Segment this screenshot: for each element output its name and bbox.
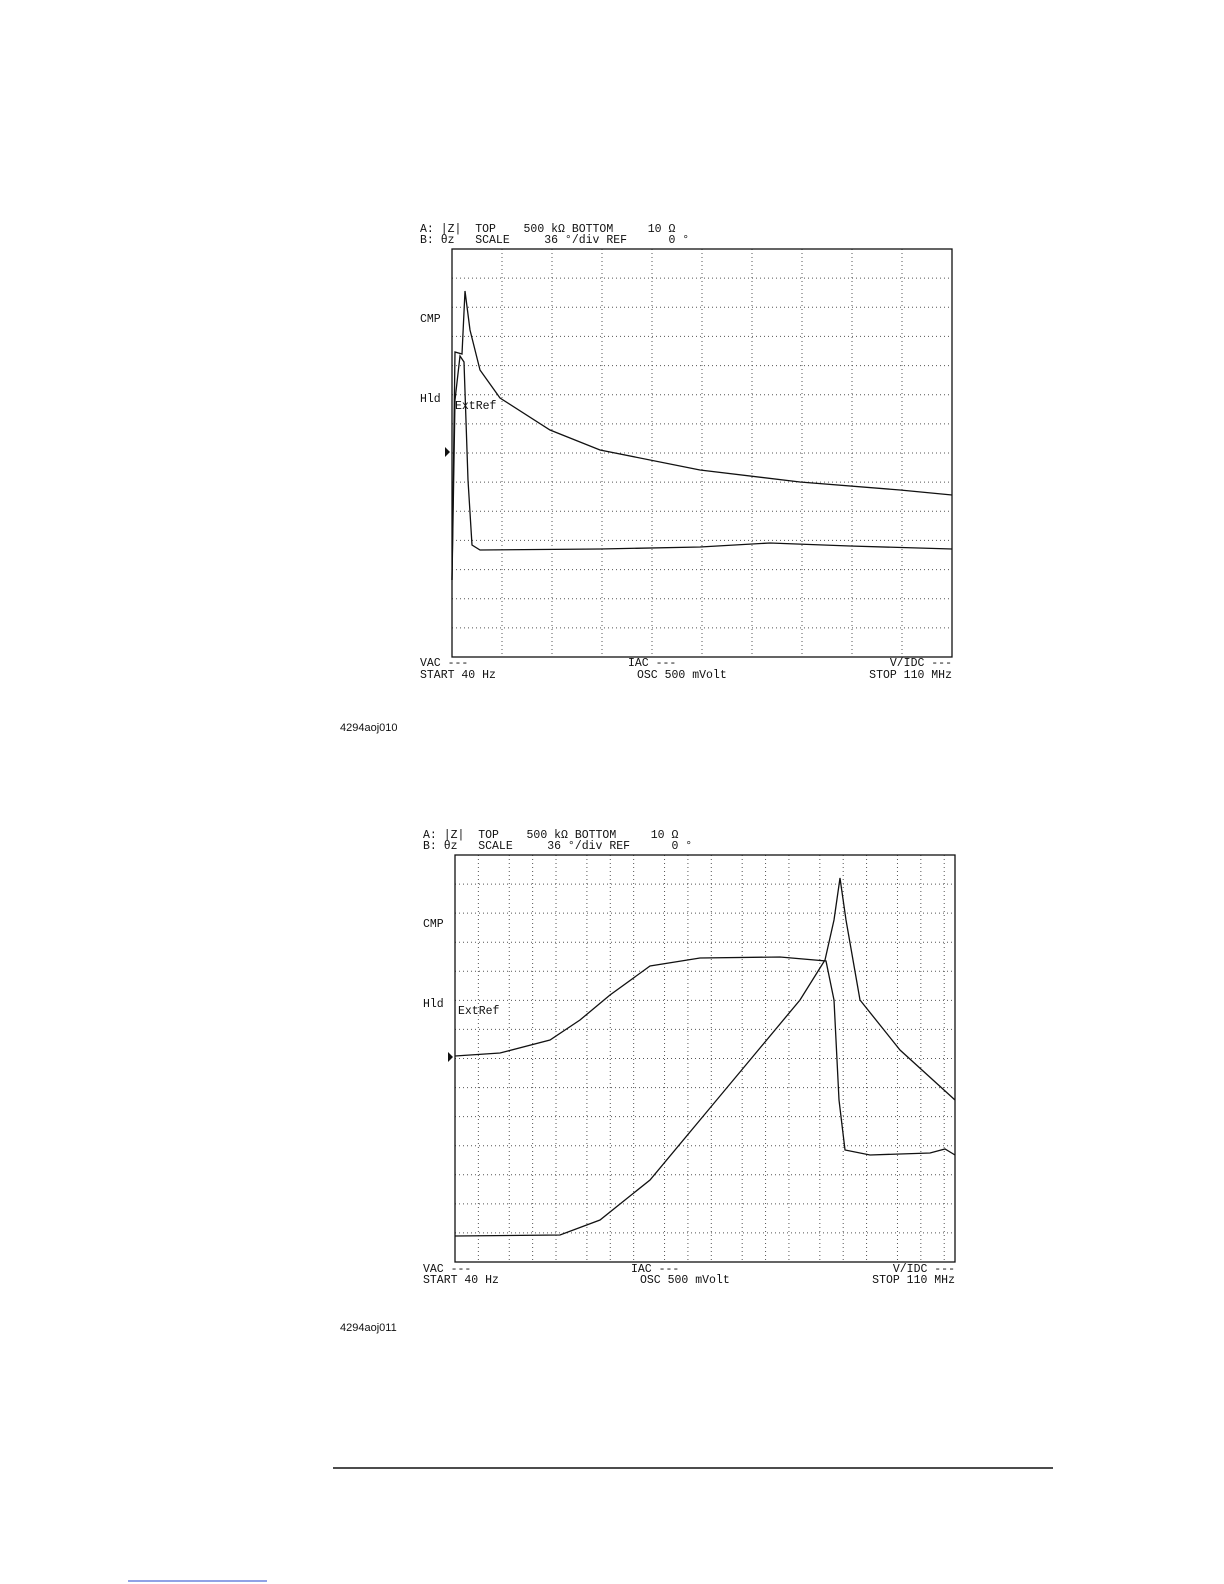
grid (455, 855, 955, 1262)
ref-marker (445, 447, 450, 457)
footer-text: START 40 Hz (420, 669, 496, 682)
figure-id: 4294aoj010 (340, 722, 398, 734)
footer-text: OSC 500 mVolt (637, 669, 727, 682)
screen: A: |Z| TOP 500 kΩ BOTTOM 10 Ω B: θz SCAL… (340, 829, 956, 1334)
footer-text: IAC --- (631, 1263, 679, 1276)
header-line: B: θz SCALE 36 °/div REF 0 ° (423, 840, 692, 853)
ref-marker (448, 1052, 453, 1062)
grid (452, 249, 952, 657)
extref-label: ExtRef (455, 400, 497, 413)
header-line: A: |Z| TOP 500 kΩ BOTTOM 10 Ω (420, 223, 675, 236)
footer-text: V/IDC --- (890, 657, 952, 670)
footer-text: STOP 110 MHz (869, 669, 952, 682)
footer-text: STOP 110 MHz (872, 1274, 955, 1287)
plot-frame (454, 854, 956, 1263)
trace-a (451, 290, 953, 581)
screen: A: |Z| TOP 500 kΩ BOTTOM 10 Ω B: θz SCAL… (340, 223, 953, 734)
plot-frame (451, 248, 953, 658)
hld-label: Hld (423, 998, 444, 1011)
header-line: B: θz SCALE 36 °/div REF 0 ° (420, 234, 689, 247)
header-line: A: |Z| TOP 500 kΩ BOTTOM 10 Ω (423, 829, 678, 842)
figure-id: 4294aoj011 (340, 1322, 397, 1334)
hld-label: Hld (420, 393, 441, 406)
footer-text: VAC --- (423, 1263, 471, 1276)
footer-text: START 40 Hz (423, 1274, 499, 1287)
extref-label: ExtRef (458, 1005, 500, 1018)
footer-text: VAC --- (420, 657, 468, 670)
cmp-label: CMP (423, 918, 444, 931)
trace-a (454, 956, 956, 1156)
footer-text: V/IDC --- (893, 1263, 955, 1276)
footer-text: IAC --- (628, 657, 676, 670)
footer-text: OSC 500 mVolt (640, 1274, 730, 1287)
cmp-label: CMP (420, 313, 441, 326)
trace-b (454, 877, 956, 1237)
trace-b (451, 354, 953, 581)
